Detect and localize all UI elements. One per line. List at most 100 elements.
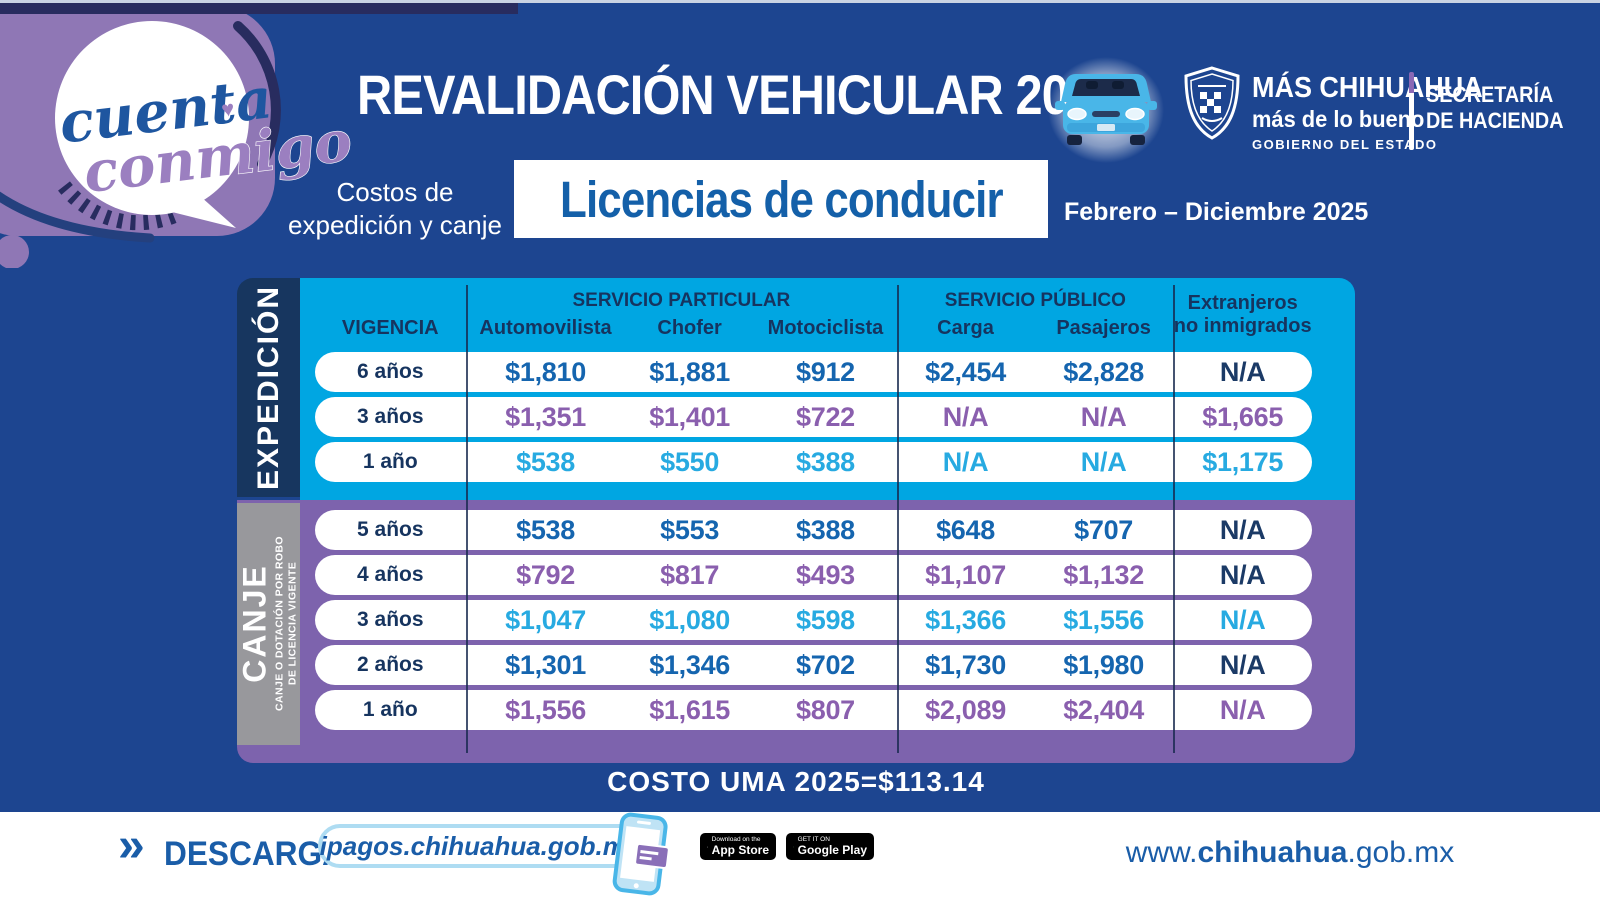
header-col-motociclista: Motociclista: [767, 317, 884, 339]
price-cell: $598: [796, 604, 855, 635]
canje-rows: 5 años $538 $553 $388 $648 $707 N/A 4 añ…: [315, 510, 1312, 730]
brand-gov: GOBIERNO DEL ESTADO: [1252, 137, 1438, 152]
price-cell-na: N/A: [1080, 401, 1127, 432]
website-link[interactable]: www.chihuahua.gob.mx: [1125, 836, 1455, 869]
price-cell: $1,881: [649, 356, 731, 387]
price-cell-na: N/A: [1219, 559, 1266, 590]
price-cell: $1,730: [925, 649, 1006, 680]
table-row: 4 años $792 $817 $493 $1,107 $1,132 N/A: [315, 555, 1312, 595]
price-cell: $1,980: [1063, 649, 1144, 680]
price-cell: $1,366: [925, 604, 1006, 635]
car-icon: [1046, 54, 1166, 171]
vigencia-cell: 2 años: [357, 653, 424, 676]
download-label: DESCARGA: [164, 835, 345, 873]
uma-note: COSTO UMA 2025=$113.14: [607, 766, 985, 797]
period-label: Febrero – Diciembre 2025: [1064, 198, 1369, 226]
footer: » DESCARGA ipagos.chihuahua.gob.mx: [0, 812, 1600, 900]
google-play-badge[interactable]: GET IT ON Google Play: [786, 833, 874, 860]
price-cell: $1,132: [1063, 559, 1144, 590]
table-row: 3 años $1,047 $1,080 $598 $1,366 $1,556 …: [315, 600, 1312, 640]
download-chevrons-icon: »: [118, 819, 145, 872]
vigencia-cell: 3 años: [357, 608, 424, 631]
price-cell: $648: [936, 514, 995, 545]
price-cell-na: N/A: [1219, 604, 1266, 635]
price-cell: $1,401: [649, 401, 731, 432]
price-cell: $2,828: [1063, 356, 1144, 387]
price-cell-na: N/A: [1219, 514, 1266, 545]
price-cell: $1,301: [505, 649, 586, 680]
page-title: REVALIDACIÓN VEHICULAR 2025: [357, 63, 1121, 126]
table-header: SERVICIO PARTICULAR SERVICIO PÚBLICO Ext…: [315, 286, 1312, 344]
google-play-icon: [793, 846, 794, 847]
price-cell: $2,404: [1063, 694, 1144, 725]
price-cell: $1,665: [1202, 401, 1284, 432]
expedicion-side-label: EXPEDICIÓN: [251, 284, 285, 491]
vigencia-cell: 1 año: [362, 450, 418, 473]
header-group-publico: SERVICIO PÚBLICO: [944, 290, 1126, 311]
price-cell: $388: [796, 514, 855, 545]
price-cell: $538: [516, 514, 575, 545]
price-cell: $1,556: [1063, 604, 1144, 635]
vigencia-cell: 4 años: [357, 563, 424, 586]
price-cell: $493: [796, 559, 855, 590]
department-name: SECRETARÍA DE HACIENDA: [1426, 82, 1564, 134]
price-cell: $1,047: [505, 604, 586, 635]
price-cell: $1,080: [649, 604, 731, 635]
price-cell: $550: [660, 446, 720, 477]
price-cell: $702: [796, 649, 855, 680]
header-col-carga: Carga: [937, 317, 994, 339]
cuenta-conmigo-logo: cuenta conmigo ♥: [0, 3, 518, 268]
header-group-particular: SERVICIO PARTICULAR: [572, 290, 791, 311]
ipagos-url-pill[interactable]: ipagos.chihuahua.gob.mx: [318, 824, 642, 868]
price-cell: $707: [1074, 514, 1134, 545]
table-row: 6 años $1,810 $1,881 $912 $2,454 $2,828 …: [315, 352, 1312, 392]
expedicion-rows: 6 años $1,810 $1,881 $912 $2,454 $2,828 …: [315, 352, 1312, 482]
heart-icon: ♥: [220, 96, 236, 122]
price-cell: $1,107: [925, 559, 1006, 590]
price-cell: $1,346: [649, 649, 731, 680]
header-col-automovilista: Automovilista: [479, 317, 612, 339]
price-cell: $722: [796, 401, 855, 432]
brand-divider: [1409, 72, 1414, 150]
canje-side-band: CANJE CANJE O DOTACIÓN POR ROBO DE LICEN…: [236, 503, 300, 745]
costs-label: Costos de expedición y canje: [288, 177, 502, 240]
price-cell: $912: [796, 356, 855, 387]
state-shield-icon: [1180, 66, 1244, 145]
canje-side-label: CANJE: [236, 564, 273, 683]
table-row: 2 años $1,301 $1,346 $702 $1,730 $1,980 …: [315, 645, 1312, 685]
price-cell: $538: [516, 446, 575, 477]
table-row: 1 año $1,556 $1,615 $807 $2,089 $2,404 N…: [315, 690, 1312, 730]
price-cell: $388: [796, 446, 855, 477]
price-cell: $1,351: [505, 401, 586, 432]
price-cell-na: N/A: [1080, 446, 1127, 477]
price-cell: $1,810: [505, 356, 586, 387]
price-cell: $807: [796, 694, 855, 725]
table-row: 5 años $538 $553 $388 $648 $707 N/A: [315, 510, 1312, 550]
price-cell-na: N/A: [1219, 649, 1266, 680]
app-store-badge[interactable]: Download on the App Store: [700, 833, 776, 860]
price-cell-na: N/A: [1219, 356, 1266, 387]
brand-name: MÁS CHIHUAHUA: [1252, 72, 1483, 104]
price-cell: $1,615: [649, 694, 731, 725]
canje-side-note: CANJE O DOTACIÓN POR ROBO DE LICENCIA VI…: [273, 536, 299, 711]
price-cell: $1,175: [1202, 446, 1284, 477]
top-edge-line: [0, 0, 1600, 3]
licencias-banner: Licencias de conducir: [514, 160, 1048, 238]
header-col-vigencia: VIGENCIA: [341, 317, 439, 339]
smartphone-icon: [606, 812, 674, 900]
apple-icon: [707, 846, 708, 847]
price-cell-na: N/A: [942, 401, 989, 432]
vigencia-cell: 6 años: [357, 360, 424, 383]
price-cell: $1,556: [505, 694, 586, 725]
header-col-extranjeros: Extranjeros no inmigrados: [1173, 292, 1312, 337]
header-col-pasajeros: Pasajeros: [1056, 317, 1151, 339]
price-cell: $553: [660, 514, 720, 545]
brand-tagline: más de lo bueno: [1252, 106, 1425, 132]
expedicion-side-band: EXPEDICIÓN: [237, 278, 300, 497]
price-cell: $2,089: [925, 694, 1006, 725]
table-row: 1 año $538 $550 $388 N/A N/A $1,175: [315, 442, 1312, 482]
table-row: 3 años $1,351 $1,401 $722 N/A N/A $1,665: [315, 397, 1312, 437]
header-col-chofer: Chofer: [657, 317, 722, 339]
price-table: EXPEDICIÓN CANJE CANJE O DOTACIÓN POR RO…: [236, 278, 1355, 763]
